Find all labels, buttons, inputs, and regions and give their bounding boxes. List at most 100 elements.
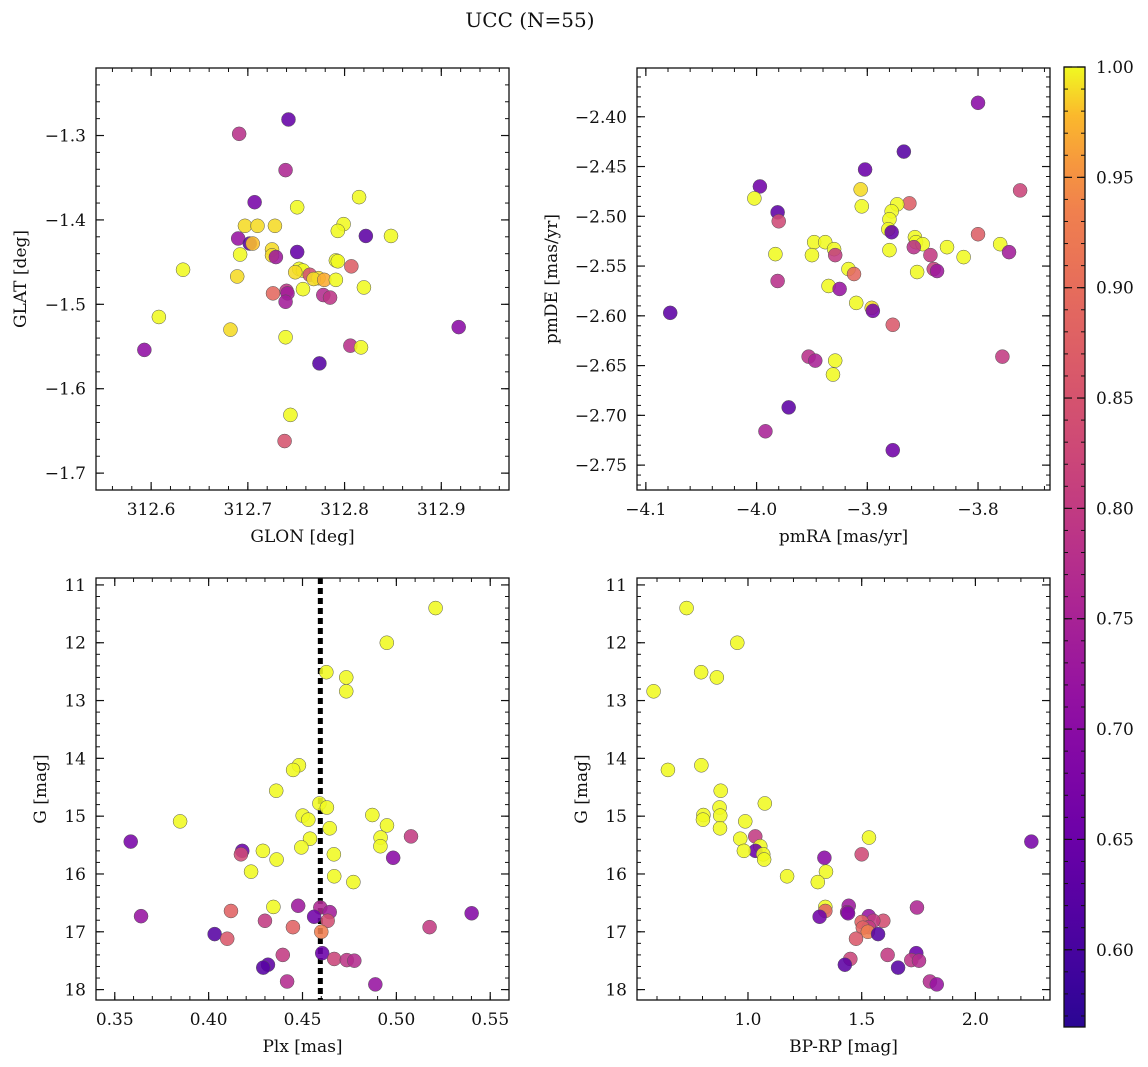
- panel-pmra-pmde: −4.1 −4.0 −3.9 −3.8 −2.40 −2.45 −2.50 −2.55 −2.6…: [542, 67, 1051, 547]
- y-tick-label: −1.4: [45, 211, 86, 231]
- y-axis-label: G [mag]: [572, 754, 592, 823]
- scatter-point: [779, 869, 795, 884]
- scatter-point: [123, 834, 138, 849]
- scatter-point: [219, 931, 235, 946]
- scatter-point: [861, 830, 877, 845]
- scatter-point: [344, 259, 359, 274]
- scatter-point: [257, 913, 273, 929]
- scatter-point: [223, 322, 238, 337]
- scatter-point: [857, 162, 873, 177]
- scatter-point: [326, 869, 342, 884]
- scatter-point: [884, 224, 899, 240]
- scatter-point: [1012, 183, 1028, 198]
- scatter-point: [229, 269, 245, 284]
- y-axis-label: G [mag]: [31, 754, 51, 823]
- scatter-point: [279, 974, 295, 989]
- scatter-point: [679, 600, 694, 616]
- scatter-point: [771, 214, 786, 229]
- scatter-point: [713, 783, 728, 798]
- panel-glon-glat: 312.6 312.7 312.8 312.9 −1.3 −1.4 −1.5 −1.6 −1.7…: [11, 67, 510, 547]
- scatter-point: [995, 349, 1010, 364]
- y-tick-label: 17: [64, 923, 86, 943]
- scatter-point: [285, 762, 301, 778]
- scatter-point: [289, 200, 305, 215]
- scatter-point: [885, 317, 901, 333]
- x-axis-label: pmRA [mas/yr]: [779, 527, 908, 547]
- y-tick-label: −2.55: [575, 257, 627, 277]
- scatter-point: [827, 247, 843, 263]
- scatter-point: [695, 812, 711, 827]
- y-tick-label: −2.65: [575, 357, 627, 377]
- scatter-point: [267, 218, 283, 234]
- panels: 312.6 312.7 312.8 312.9 −1.3 −1.4 −1.5 −1.6 −1.7…: [11, 67, 1051, 1057]
- x-tick-label: 1.0: [734, 1010, 761, 1030]
- scatter-point: [853, 182, 868, 197]
- scatter-point: [351, 189, 367, 205]
- scatter-point: [832, 281, 847, 297]
- scatter-point: [175, 262, 191, 277]
- scatter-point: [269, 852, 284, 867]
- colorbar-gradient: [1064, 67, 1085, 1027]
- scatter-point: [301, 812, 316, 827]
- scatter-point: [865, 303, 881, 319]
- scatter-point: [223, 903, 239, 919]
- scatter-point: [970, 226, 986, 242]
- y-tick-label: 18: [605, 981, 627, 1001]
- scatter-point: [818, 864, 834, 879]
- scatter-point: [151, 309, 167, 325]
- axes-frame: [636, 577, 1051, 1001]
- scatter-point: [768, 246, 783, 262]
- minor-ticks: [637, 578, 1050, 1000]
- colorbar-tick-label: 0.75: [1096, 610, 1134, 630]
- scatter-point: [283, 407, 298, 423]
- axes-frame: [95, 67, 510, 491]
- scatter-point: [356, 280, 372, 295]
- y-tick-label: −1.6: [45, 380, 86, 400]
- scatter-point: [693, 664, 709, 680]
- scatter-point: [302, 831, 318, 846]
- scatter-point: [275, 947, 291, 963]
- colorbar-tick-label: 0.60: [1096, 941, 1134, 961]
- scatter-point: [346, 874, 361, 890]
- scatter-point: [207, 926, 222, 942]
- x-tick-label: 312.8: [320, 500, 369, 520]
- scatter-point: [383, 228, 399, 244]
- colorbar-tick-label: 0.70: [1096, 720, 1134, 740]
- y-tick-label: 11: [605, 576, 627, 596]
- y-tick-label: 16: [605, 865, 627, 885]
- scatter-point: [268, 783, 284, 798]
- panel-bprp-g: 1.0 1.5 2.0 11 12 13 14 15 16 17 18 BP-RP [mag] G [m…: [572, 576, 1051, 1057]
- scatter-point: [694, 758, 709, 773]
- scatter-point: [890, 960, 906, 975]
- x-tick-label: 0.35: [96, 1010, 134, 1030]
- scatter-point: [660, 762, 676, 778]
- scatter-point: [747, 191, 762, 206]
- y-tick-label: 15: [64, 807, 86, 827]
- scatter-point: [287, 264, 303, 280]
- scatter-point: [870, 926, 886, 942]
- y-tick-label: −2.70: [575, 406, 627, 426]
- scatter-point: [268, 249, 284, 265]
- x-tick-label: −3.9: [847, 500, 888, 520]
- scatter-point: [428, 600, 443, 616]
- scatter-point: [295, 281, 311, 297]
- scatter-point: [712, 821, 728, 836]
- scatter-point: [326, 847, 342, 862]
- scatter-point: [347, 953, 362, 968]
- scatter-point: [825, 367, 841, 382]
- y-tick-label: −2.60: [575, 307, 627, 327]
- scatter-point: [909, 900, 925, 915]
- scatter-point: [738, 814, 753, 829]
- scatter-point: [812, 909, 827, 925]
- scatter-point: [896, 144, 912, 159]
- y-tick-label: 13: [64, 692, 86, 712]
- scatter-point: [368, 977, 383, 992]
- scatter-point: [712, 808, 728, 823]
- colorbar-tick-label: 0.65: [1096, 830, 1134, 850]
- scatter-point: [906, 239, 922, 255]
- scatter-point: [277, 433, 292, 449]
- minor-ticks: [96, 68, 509, 490]
- scatter-point: [319, 664, 334, 680]
- x-tick-label: −4.1: [625, 500, 666, 520]
- scatter-point: [464, 906, 479, 921]
